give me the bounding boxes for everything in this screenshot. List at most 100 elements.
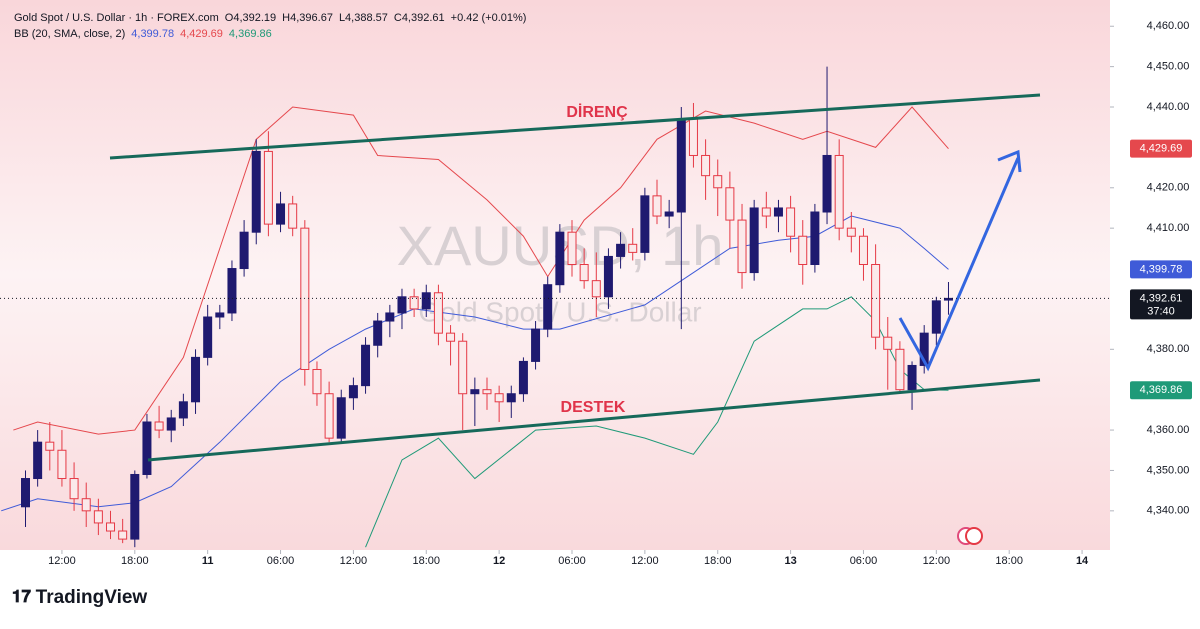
- candle-body: [166, 417, 176, 431]
- candle-body: [106, 522, 116, 532]
- y-tick-label: 4,350.00: [1147, 464, 1190, 476]
- x-tick-label: 12: [493, 555, 505, 567]
- candle-body: [324, 393, 334, 439]
- support-line: [147, 378, 1041, 462]
- y-tick-label: 4,380.00: [1147, 343, 1190, 355]
- candle-body: [919, 332, 929, 366]
- candle-body: [409, 296, 419, 310]
- candle-body: [798, 235, 808, 266]
- brand: 𝟏𝟕 TradingView: [12, 587, 147, 608]
- candle-body: [69, 478, 79, 500]
- x-tick-label: 18:00: [121, 555, 149, 567]
- x-tick-label: 13: [784, 555, 796, 567]
- candle-body: [737, 219, 747, 274]
- forecast-arrow: [898, 157, 1020, 372]
- countdown: 37:40: [1147, 305, 1175, 317]
- candle-body: [773, 207, 783, 217]
- bb-price-box: [1130, 260, 1192, 279]
- bb-price-box: [1130, 139, 1192, 158]
- candle-body: [761, 207, 771, 217]
- candle-body: [130, 473, 140, 540]
- bb-price-label: 4,369.86: [1140, 384, 1183, 396]
- x-tick-label: 18:00: [995, 555, 1023, 567]
- candle-body: [871, 264, 881, 338]
- candle-body: [154, 421, 164, 431]
- bb-price-label: 4,429.69: [1140, 143, 1183, 155]
- last-price-box: [1130, 289, 1192, 320]
- x-tick-label: 12:00: [340, 555, 368, 567]
- candle-body: [846, 227, 856, 237]
- x-tick-label: 06:00: [558, 555, 586, 567]
- candle-body: [518, 360, 528, 395]
- candle-body: [57, 449, 67, 480]
- candle-body: [664, 211, 674, 217]
- y-tick-label: 4,450.00: [1147, 61, 1190, 73]
- candle-body: [652, 195, 662, 217]
- y-tick-label: 4,410.00: [1147, 222, 1190, 234]
- candle-body: [45, 441, 55, 451]
- candle-body: [336, 397, 346, 439]
- support-label: DESTEK: [561, 399, 626, 416]
- candle-body: [239, 231, 249, 270]
- candle-body: [834, 154, 844, 229]
- candle-body: [640, 195, 650, 253]
- event-icon[interactable]: [965, 527, 983, 545]
- candle-body: [385, 312, 395, 322]
- candle-body: [822, 154, 832, 213]
- candle-body: [688, 118, 698, 156]
- bb-line: [13, 106, 949, 435]
- watermark-sub: Gold Spot / U.S. Dollar: [418, 296, 701, 327]
- resistance-label: DİRENÇ: [566, 103, 628, 121]
- last-price-label: 4,392.61: [1140, 292, 1183, 304]
- x-tick-label: 06:00: [267, 555, 295, 567]
- candle-body: [895, 348, 905, 391]
- candle-body: [33, 441, 43, 480]
- candle-body: [118, 530, 128, 540]
- candle-body: [397, 296, 407, 314]
- candle-body: [506, 393, 516, 403]
- candle-body: [276, 203, 286, 225]
- candle-body: [628, 243, 638, 253]
- candle-body: [421, 292, 431, 310]
- x-tick-label: 12:00: [48, 555, 76, 567]
- candle-body: [263, 150, 273, 225]
- candle-body: [883, 336, 893, 350]
- header: Gold Spot / U.S. Dollar · 1h · FOREX.com…: [14, 12, 526, 24]
- candle-body: [215, 312, 225, 318]
- candle-body: [725, 187, 735, 221]
- candle-body: [858, 235, 868, 266]
- x-tick-label: 12:00: [631, 555, 659, 567]
- x-tick-label: 14: [1076, 555, 1089, 567]
- candle-body: [373, 320, 383, 346]
- candle-body: [433, 292, 443, 334]
- x-tick-label: 06:00: [850, 555, 878, 567]
- candle-body: [191, 356, 201, 403]
- candle-body: [907, 364, 917, 391]
- y-tick-label: 4,420.00: [1147, 182, 1190, 194]
- candle-body: [81, 498, 91, 512]
- y-tick-label: 4,360.00: [1147, 424, 1190, 436]
- bb-legend: BB (20, SMA, close, 2) 4,399.78 4,429.69 4,…: [14, 28, 272, 40]
- candle-body: [482, 389, 492, 395]
- candle-body: [579, 264, 589, 282]
- candle-body: [142, 421, 152, 475]
- candle-body: [178, 401, 188, 419]
- candle-body: [567, 231, 577, 266]
- bb-price-box: [1130, 381, 1192, 400]
- y-tick-label: 4,440.00: [1147, 101, 1190, 113]
- y-tick-label: 4,340.00: [1147, 505, 1190, 517]
- resistance-line: [109, 93, 1041, 160]
- y-tick-label: 4,460.00: [1147, 20, 1190, 32]
- candle-body: [531, 328, 541, 362]
- candle-body: [676, 118, 686, 213]
- candle-body: [749, 207, 759, 274]
- candle-body: [543, 284, 553, 330]
- candle-body: [713, 175, 723, 189]
- candle-body: [786, 207, 796, 237]
- candle-body: [458, 340, 468, 395]
- bb-line: [1, 215, 949, 512]
- x-tick-label: 18:00: [413, 555, 441, 567]
- bb-price-label: 4,399.78: [1140, 263, 1183, 275]
- plot-background: [0, 0, 1110, 550]
